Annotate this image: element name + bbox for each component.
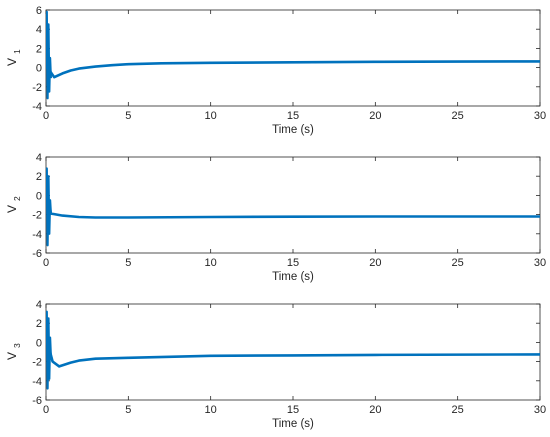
- y-tick-label: -2: [32, 357, 42, 369]
- axes-box: [45, 156, 541, 254]
- x-tick-label: 5: [125, 110, 131, 122]
- y-axis-label: V1: [5, 49, 22, 66]
- y-tick-label: -2: [32, 82, 42, 94]
- y-tick-label: 4: [36, 152, 42, 164]
- series-line-1: [46, 341, 540, 368]
- y-tick-label: -6: [32, 395, 42, 407]
- x-tick-label: 25: [452, 257, 464, 269]
- x-axis-label: Time (s): [272, 418, 314, 430]
- x-axis-label: Time (s): [272, 271, 314, 283]
- x-tick-label: 20: [369, 257, 381, 269]
- x-tick-label: 0: [43, 404, 49, 416]
- x-tick-label: 25: [452, 404, 464, 416]
- x-axis-label: Time (s): [272, 124, 314, 136]
- axes-box: [45, 9, 541, 107]
- x-tick-label: 0: [43, 257, 49, 269]
- y-tick-label: 2: [36, 43, 42, 55]
- y-axis-label: V2: [5, 196, 22, 213]
- y-tick-label: -4: [32, 101, 42, 113]
- y-axis-label-subscript: 2: [12, 196, 22, 201]
- x-tick-label: 15: [287, 110, 299, 122]
- x-tick-label: 15: [287, 257, 299, 269]
- y-tick-label: 0: [36, 63, 42, 75]
- x-tick-label: 30: [534, 110, 546, 122]
- series-line-1: [46, 60, 540, 79]
- x-tick-label: 25: [452, 110, 464, 122]
- x-tick-label: 10: [205, 257, 217, 269]
- y-tick-label: -6: [32, 248, 42, 260]
- x-tick-label: 5: [125, 404, 131, 416]
- y-axis-label-main: V: [5, 58, 19, 66]
- y-tick-label: 0: [36, 337, 42, 349]
- y-tick-label: 2: [36, 171, 42, 183]
- y-tick-label: 0: [36, 190, 42, 202]
- y-tick-label: 6: [36, 5, 42, 17]
- x-tick-label: 30: [534, 404, 546, 416]
- y-axis-label-main: V: [5, 352, 19, 360]
- x-tick-label: 30: [534, 257, 546, 269]
- x-tick-label: 5: [125, 257, 131, 269]
- y-tick-label: 4: [36, 24, 42, 36]
- x-tick-label: 10: [205, 404, 217, 416]
- series-transient-line: [46, 167, 52, 247]
- x-tick-label: 20: [369, 110, 381, 122]
- y-axis-label: V3: [5, 343, 22, 360]
- x-tick-label: 10: [205, 110, 217, 122]
- y-tick-label: -2: [32, 210, 42, 222]
- y-tick-label: -4: [32, 376, 42, 388]
- y-tick-label: 2: [36, 318, 42, 330]
- series-transient-line: [46, 10, 52, 100]
- x-tick-label: 0: [43, 110, 49, 122]
- y-tick-label: -4: [32, 229, 42, 241]
- x-tick-label: 15: [287, 404, 299, 416]
- y-tick-label: 4: [36, 299, 42, 311]
- series-line-1: [46, 194, 540, 219]
- y-axis-label-subscript: 3: [12, 343, 22, 348]
- axes-box: [45, 303, 541, 401]
- y-axis-label-subscript: 1: [12, 49, 22, 54]
- x-tick-label: 20: [369, 404, 381, 416]
- y-axis-label-main: V: [5, 205, 19, 213]
